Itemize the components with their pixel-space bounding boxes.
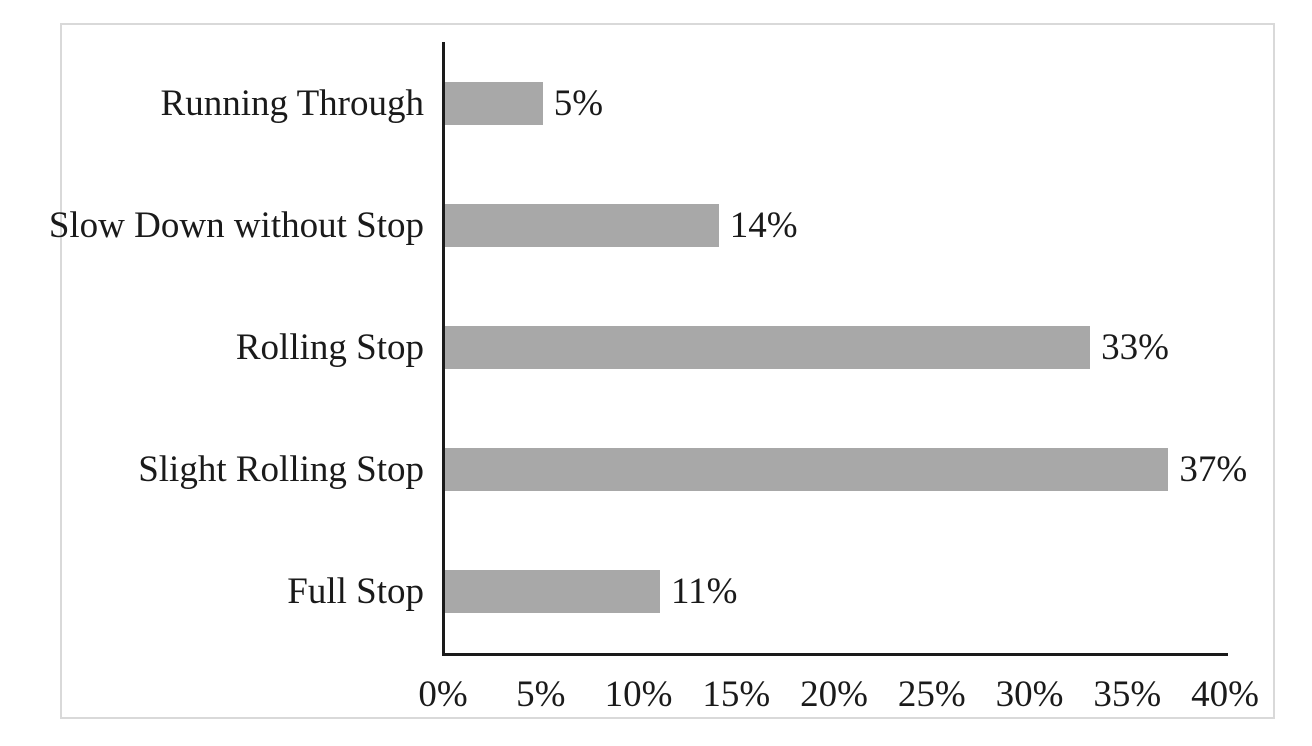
- bar-row: Slight Rolling Stop 37%: [62, 409, 1273, 531]
- value-label: 5%: [553, 82, 604, 124]
- bar: [445, 570, 661, 614]
- x-tick-label: 10%: [604, 674, 673, 715]
- bar-row: Full Stop 11%: [62, 531, 1273, 653]
- x-tick-label: 15%: [702, 674, 771, 715]
- chart-frame: Running Through 5% Slow Down without Stop 1…: [48, 23, 1275, 719]
- x-tick-label: 20%: [800, 674, 868, 715]
- value-label: 11%: [671, 571, 738, 613]
- x-tick-label: 25%: [897, 674, 966, 715]
- y-axis-line: [442, 42, 445, 656]
- category-label: Slight Rolling Stop: [138, 449, 424, 491]
- bar: [445, 448, 1169, 492]
- x-tick-label: 40%: [1191, 674, 1259, 715]
- plot-area: Running Through 5% Slow Down without Stop 1…: [48, 25, 1273, 717]
- bar-row: Slow Down without Stop 14%: [48, 164, 1273, 286]
- category-label: Slow Down without Stop: [48, 204, 424, 246]
- x-axis-line: [442, 653, 1228, 656]
- bar: [445, 203, 719, 247]
- x-tick-label: 30%: [995, 674, 1064, 715]
- value-label: 14%: [729, 204, 798, 246]
- bar-row: Rolling Stop 33%: [62, 286, 1273, 408]
- category-label: Rolling Stop: [235, 326, 424, 368]
- value-label: 33%: [1101, 326, 1169, 368]
- bar-row: Running Through 5%: [62, 42, 1273, 164]
- x-tick-label: 5%: [516, 674, 566, 715]
- bar: [445, 81, 543, 125]
- bar: [445, 325, 1091, 369]
- value-label: 37%: [1179, 449, 1248, 491]
- category-label: Full Stop: [287, 571, 424, 613]
- x-tick-label: 0%: [418, 674, 468, 715]
- x-tick-label: 35%: [1093, 674, 1162, 715]
- category-label: Running Through: [160, 82, 424, 124]
